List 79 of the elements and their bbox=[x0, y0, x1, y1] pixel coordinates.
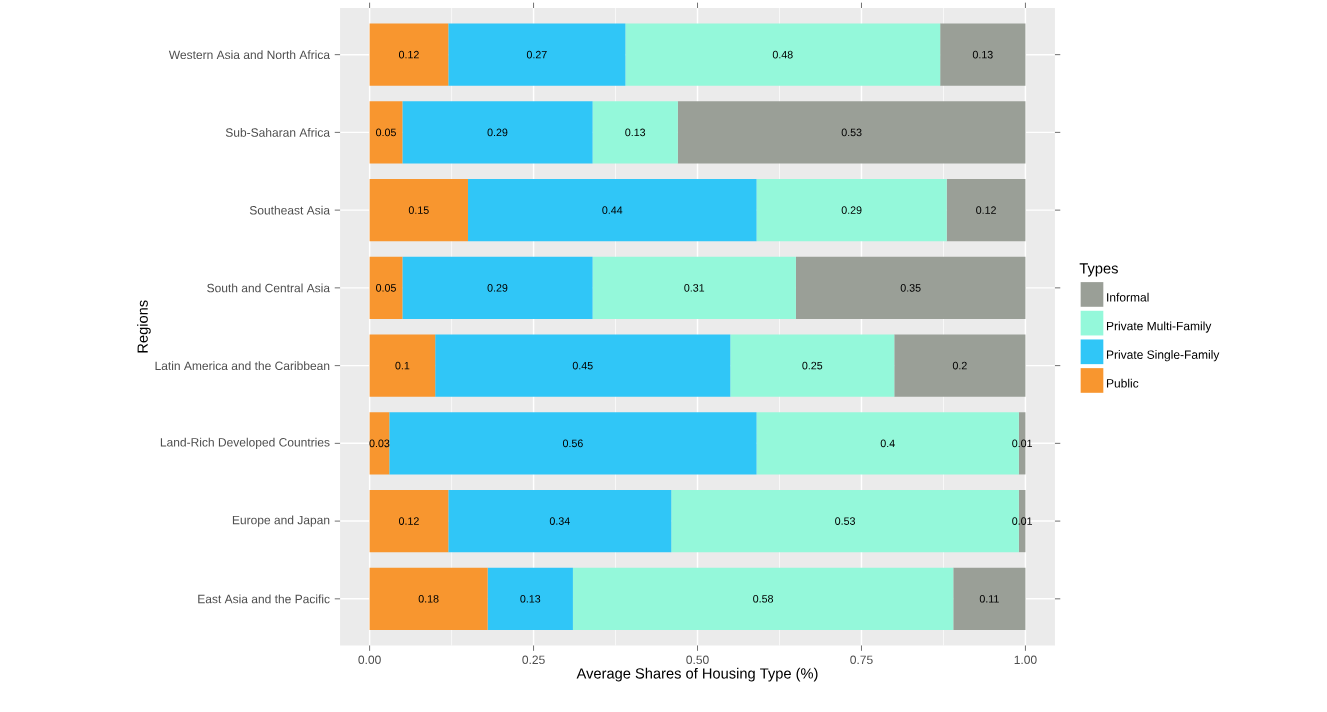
data-label: 0.27 bbox=[526, 50, 547, 59]
data-label: 0.12 bbox=[398, 517, 419, 525]
y-tick-label: Western Asia and North Africa bbox=[168, 50, 331, 59]
x-axis-title: Average Shares of Housing Type (%) bbox=[576, 667, 818, 682]
data-label: 0.01 bbox=[1012, 517, 1033, 525]
x-tick-label: 1.00 bbox=[1014, 655, 1037, 664]
data-label: 0.25 bbox=[802, 361, 823, 370]
data-label: 0.29 bbox=[487, 284, 508, 292]
bar bbox=[369, 412, 390, 475]
bar bbox=[369, 489, 449, 553]
y-tick-label: East Asia and the Pacific bbox=[198, 594, 330, 604]
bar bbox=[369, 178, 468, 242]
bar bbox=[448, 23, 626, 86]
bar bbox=[487, 567, 573, 630]
y-tick-label: Land-Rich Developed Countries bbox=[160, 437, 330, 449]
y-tick-label: Sub-Saharan Africa bbox=[225, 127, 331, 137]
data-label: 0.2 bbox=[952, 361, 967, 370]
bar bbox=[946, 178, 1026, 242]
bar bbox=[402, 101, 593, 164]
data-label: 0.4 bbox=[880, 439, 895, 448]
data-label: 0.12 bbox=[398, 50, 419, 59]
data-label: 0.31 bbox=[684, 284, 705, 292]
bar bbox=[369, 23, 449, 86]
data-label: 0.13 bbox=[972, 50, 993, 59]
bar bbox=[467, 178, 757, 242]
data-label: 0.13 bbox=[520, 594, 541, 603]
legend-label: Private Single-Family bbox=[1106, 350, 1220, 362]
bar bbox=[402, 256, 593, 319]
data-label: 0.48 bbox=[772, 50, 793, 59]
data-label: 0.29 bbox=[487, 128, 508, 137]
legend-label: Informal bbox=[1107, 292, 1149, 302]
bar bbox=[448, 489, 672, 553]
bar bbox=[572, 567, 954, 630]
x-tick-label: 0.50 bbox=[686, 655, 709, 664]
y-tick-label: Southeast Asia bbox=[249, 205, 331, 215]
data-label: 0.05 bbox=[376, 284, 396, 292]
bar bbox=[592, 101, 678, 164]
bar bbox=[625, 23, 941, 86]
bar bbox=[677, 101, 1026, 164]
data-label: 0.35 bbox=[900, 284, 921, 292]
data-label: 0.34 bbox=[549, 517, 570, 525]
y-tick-label: South and Central Asia bbox=[207, 283, 331, 293]
bar bbox=[756, 178, 947, 242]
bar bbox=[369, 101, 403, 164]
data-label: 0.53 bbox=[835, 517, 855, 525]
data-label: 0.29 bbox=[841, 206, 862, 214]
bar bbox=[894, 334, 1026, 397]
bar bbox=[369, 256, 403, 319]
bar bbox=[389, 412, 757, 475]
x-tick-label: 0.25 bbox=[522, 655, 545, 664]
data-label: 0.45 bbox=[572, 361, 593, 370]
data-label: 0.05 bbox=[376, 128, 396, 137]
bar bbox=[953, 567, 1026, 630]
bar bbox=[592, 256, 796, 319]
legend-label: Private Multi-Family bbox=[1106, 321, 1212, 333]
data-label: 0.11 bbox=[979, 594, 999, 603]
legend-label: Public bbox=[1106, 378, 1139, 388]
data-label: 0.53 bbox=[841, 128, 862, 137]
y-tick-label: Europe and Japan bbox=[232, 515, 330, 527]
bar bbox=[795, 256, 1026, 319]
data-label: 0.13 bbox=[625, 128, 646, 137]
bar bbox=[435, 334, 731, 397]
data-label: 0.44 bbox=[602, 206, 623, 214]
data-label: 0.56 bbox=[562, 439, 583, 448]
legend-title: Types bbox=[1079, 263, 1118, 277]
data-label: 0.01 bbox=[1012, 439, 1033, 448]
bar bbox=[369, 567, 488, 630]
y-tick-label: Latin America and the Caribbean bbox=[155, 361, 330, 370]
data-label: 0.18 bbox=[418, 594, 439, 603]
data-label: 0.12 bbox=[976, 206, 996, 214]
x-tick-label: 0.00 bbox=[358, 655, 381, 664]
bar bbox=[730, 334, 895, 397]
data-label: 0.15 bbox=[408, 206, 429, 214]
y-axis-title: Regions bbox=[137, 300, 151, 353]
bar bbox=[369, 334, 436, 397]
bar bbox=[940, 23, 1026, 86]
x-tick-label: 0.75 bbox=[850, 655, 873, 664]
data-label: 0.1 bbox=[395, 361, 410, 370]
data-label: 0.58 bbox=[753, 594, 774, 603]
